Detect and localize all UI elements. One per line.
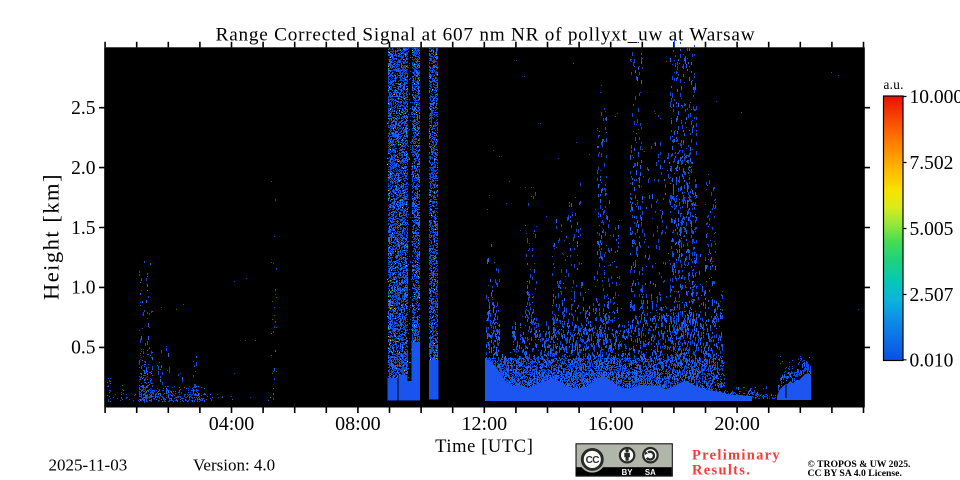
svg-text:12:00: 12:00 <box>462 413 508 435</box>
svg-text:Time [UTC]: Time [UTC] <box>435 437 533 457</box>
svg-text:Height [km]: Height [km] <box>38 173 63 300</box>
svg-text:CC BY SA 4.0 License.: CC BY SA 4.0 License. <box>808 468 902 479</box>
svg-text:08:00: 08:00 <box>335 413 381 435</box>
svg-text:SA: SA <box>645 468 656 477</box>
svg-text:20:00: 20:00 <box>714 413 760 435</box>
svg-text:0.5: 0.5 <box>71 338 95 359</box>
svg-text:7.502: 7.502 <box>910 153 954 174</box>
svg-text:2.0: 2.0 <box>71 158 95 179</box>
svg-text:2.507: 2.507 <box>910 285 954 306</box>
svg-text:BY: BY <box>622 468 634 477</box>
svg-text:Preliminary: Preliminary <box>692 448 781 464</box>
svg-text:© TROPOS & UW 2025.: © TROPOS & UW 2025. <box>808 459 911 470</box>
svg-text:2025-11-03: 2025-11-03 <box>49 456 128 475</box>
svg-text:Version: 4.0: Version: 4.0 <box>193 456 275 475</box>
svg-text:5.005: 5.005 <box>910 219 954 240</box>
svg-text:Results.: Results. <box>692 463 751 479</box>
svg-text:2.5: 2.5 <box>71 98 95 119</box>
svg-text:10.000: 10.000 <box>910 87 960 108</box>
svg-text:a.u.: a.u. <box>884 77 904 92</box>
svg-text:1.0: 1.0 <box>71 278 95 299</box>
svg-text:CC: CC <box>586 455 600 466</box>
svg-text:16:00: 16:00 <box>588 413 634 435</box>
svg-text:Range Corrected Signal at 607: Range Corrected Signal at 607 nm NR of p… <box>216 24 756 45</box>
svg-text:1.5: 1.5 <box>71 218 95 239</box>
svg-text:0.010: 0.010 <box>910 350 954 371</box>
svg-text:04:00: 04:00 <box>209 413 255 435</box>
